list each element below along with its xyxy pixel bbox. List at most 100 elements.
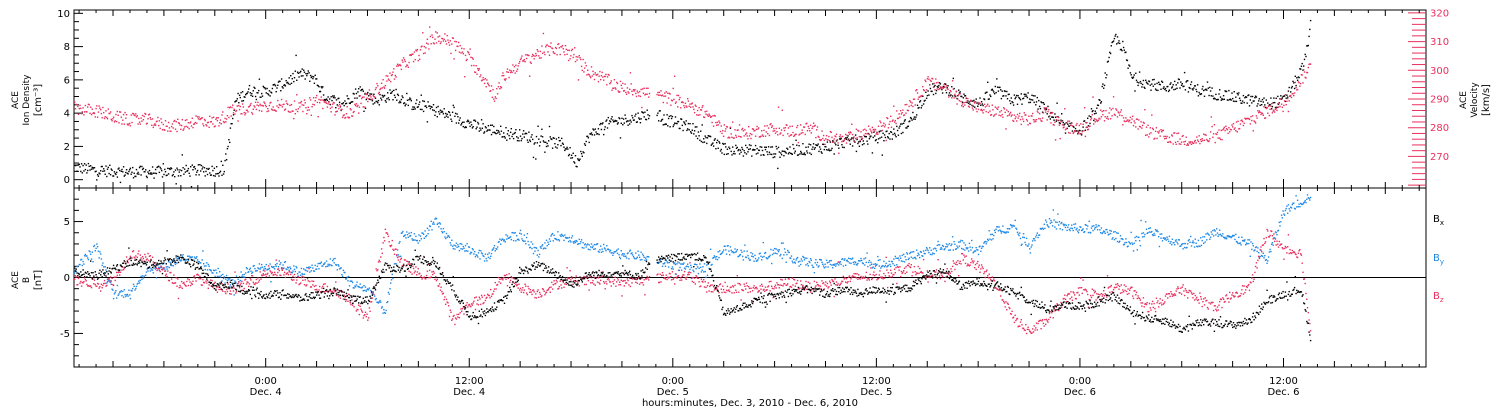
velocity-point	[941, 87, 944, 89]
velocity-point	[500, 86, 502, 88]
density-point	[1093, 119, 1095, 122]
density-point	[703, 138, 705, 140]
velocity-point	[1102, 114, 1104, 116]
density-point	[830, 149, 832, 151]
bz-point	[105, 285, 107, 287]
density-point	[576, 166, 578, 168]
by-point	[1072, 229, 1074, 232]
velocity-point	[593, 78, 596, 81]
bz-point	[98, 287, 100, 289]
by-point	[658, 261, 661, 263]
density-point	[528, 131, 530, 133]
velocity-point	[106, 116, 108, 119]
by-point	[718, 256, 720, 259]
density-point	[577, 159, 580, 161]
velocity-point	[1232, 123, 1235, 125]
by-point	[972, 252, 974, 254]
by-point	[493, 245, 496, 247]
by-point	[1071, 224, 1073, 226]
velocity-point	[491, 96, 493, 99]
velocity-point	[82, 107, 84, 109]
velocity-point	[799, 133, 801, 135]
density-point	[813, 148, 816, 150]
by-point	[1258, 252, 1260, 254]
velocity-point	[293, 117, 295, 120]
density-point	[570, 154, 573, 156]
velocity-point	[1165, 137, 1167, 140]
density-point	[462, 125, 464, 128]
by-point	[622, 255, 625, 257]
by-point	[549, 240, 551, 242]
density-point	[618, 117, 620, 119]
density-point	[80, 163, 83, 165]
velocity-point	[562, 48, 564, 50]
density-point	[1151, 79, 1154, 81]
velocity-point	[380, 82, 383, 84]
by-point	[621, 254, 623, 256]
velocity-point	[1049, 112, 1051, 115]
velocity-point	[1220, 129, 1222, 132]
by-point	[676, 263, 678, 265]
velocity-point	[348, 116, 351, 119]
by-point	[465, 250, 467, 252]
velocity-point	[565, 48, 567, 51]
velocity-point	[354, 103, 356, 106]
by-point	[1090, 227, 1093, 229]
density-point	[853, 140, 855, 142]
velocity-point	[1287, 97, 1289, 100]
density-point	[706, 137, 709, 139]
velocity-point	[878, 131, 880, 134]
density-point	[1191, 88, 1193, 90]
velocity-point	[992, 109, 994, 111]
by-point	[243, 273, 245, 276]
density-point	[1216, 99, 1218, 101]
density-point	[387, 97, 390, 99]
density-point	[1106, 61, 1109, 63]
velocity-point	[236, 105, 238, 107]
density-point	[694, 126, 696, 128]
density-point	[1231, 92, 1233, 94]
density-point	[202, 166, 204, 168]
velocity-point	[1051, 111, 1054, 114]
by-point	[923, 252, 925, 255]
by-point	[616, 252, 619, 254]
by-point	[1215, 234, 1217, 236]
density-point	[906, 127, 908, 129]
velocity-point	[1302, 82, 1304, 84]
density-point	[957, 95, 959, 97]
density-point	[739, 149, 742, 151]
bz-point	[121, 269, 123, 271]
velocity-point	[688, 105, 690, 107]
density-point	[78, 163, 80, 165]
density-point	[1296, 79, 1299, 81]
velocity-point	[1044, 109, 1046, 111]
by-point	[151, 269, 154, 271]
by-point	[881, 265, 883, 267]
by-point	[263, 268, 265, 270]
velocity-point	[1277, 106, 1280, 108]
density-point	[1096, 104, 1099, 106]
velocity-point	[738, 124, 741, 126]
density-point	[1221, 97, 1223, 100]
by-point	[847, 260, 849, 263]
by-point	[966, 248, 968, 250]
velocity-point	[235, 110, 237, 113]
by-point	[1216, 228, 1218, 230]
velocity-point	[503, 78, 506, 80]
velocity-point	[803, 126, 806, 128]
density-point	[474, 119, 476, 121]
by-point	[95, 247, 97, 250]
density-point	[946, 86, 948, 89]
velocity-point	[1259, 111, 1261, 113]
by-point	[422, 232, 424, 234]
density-point	[82, 164, 84, 167]
density-point	[680, 118, 683, 120]
by-point	[1190, 235, 1192, 238]
density-point	[571, 157, 574, 159]
density-point	[124, 174, 126, 176]
velocity-point	[1088, 125, 1090, 128]
by-point	[1251, 248, 1253, 251]
by-point	[558, 240, 561, 242]
by-point	[432, 223, 434, 225]
density-point	[1207, 87, 1209, 89]
